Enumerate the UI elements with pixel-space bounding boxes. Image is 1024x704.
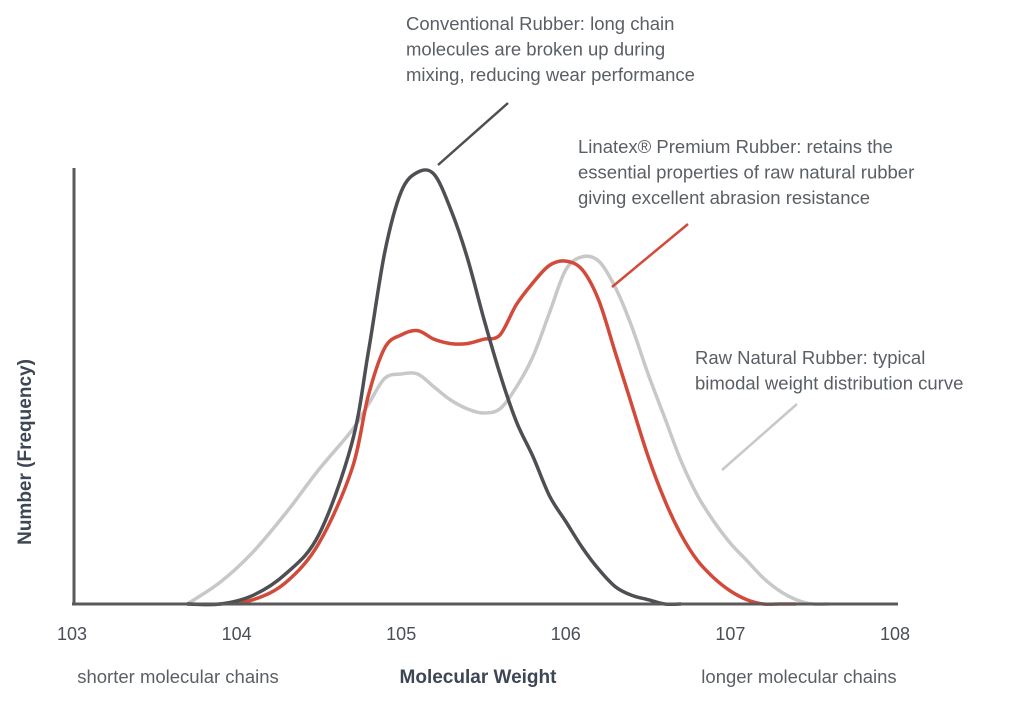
annotation-text: Raw Natural Rubber: typical xyxy=(695,347,925,368)
annotation-text: bimodal weight distribution curve xyxy=(695,373,963,394)
y-axis-label: Number (Frequency) xyxy=(15,359,36,545)
conventional-rubber-line xyxy=(187,168,682,607)
raw-natural-rubber-line xyxy=(186,254,830,607)
x-tick-label: 103 xyxy=(57,624,87,644)
annotation-text: Conventional Rubber: long chain xyxy=(406,13,674,34)
x-tick-label: 108 xyxy=(880,624,910,644)
x-axis-label: Molecular Weight xyxy=(400,667,558,688)
annotation-leader-line xyxy=(437,102,509,166)
x-tick-label: 105 xyxy=(386,624,416,644)
annotation-text: mixing, reducing wear performance xyxy=(406,64,695,85)
x-tick-label: 107 xyxy=(715,624,745,644)
x-tick-label: 104 xyxy=(222,624,252,644)
series-curves xyxy=(186,168,830,607)
right-caption: longer molecular chains xyxy=(701,666,896,687)
left-caption: shorter molecular chains xyxy=(77,666,279,687)
x-tick-label: 106 xyxy=(551,624,581,644)
annotation-text: Linatex® Premium Rubber: retains the xyxy=(578,136,893,157)
annotation-leader-line xyxy=(721,403,798,471)
annotation-text: giving excellent abrasion resistance xyxy=(578,187,870,208)
annotations: Conventional Rubber: long chain molecules… xyxy=(406,13,963,471)
x-tick-labels: 103 104 105 106 107 108 xyxy=(57,624,910,644)
annotation-text: essential properties of raw natural rubb… xyxy=(578,162,914,183)
annotation-leader-line xyxy=(611,223,689,288)
linatex-premium-rubber-line xyxy=(187,259,797,607)
annotation-text: molecules are broken up during xyxy=(406,39,665,60)
